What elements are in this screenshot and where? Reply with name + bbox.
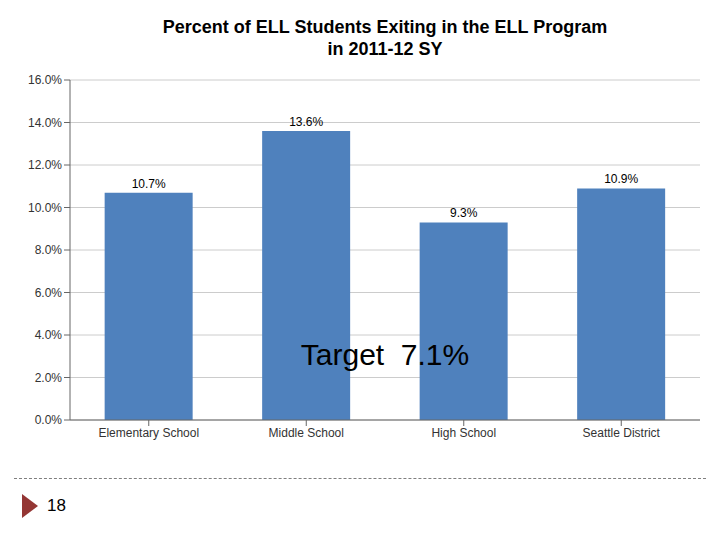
svg-text:8.0%: 8.0%	[35, 243, 63, 257]
svg-text:6.0%: 6.0%	[35, 286, 63, 300]
svg-text:16.0%: 16.0%	[28, 73, 62, 87]
html-text:Target 7.1%: Target 7.1%	[300, 338, 470, 372]
svg-text:2.0%: 2.0%	[35, 371, 63, 385]
svg-text:Elementary School: Elementary School	[98, 426, 199, 440]
svg-text:14.0%: 14.0%	[28, 116, 62, 130]
html-text:Percent of ELL Students Exitin: Percent of ELL Students Exiting in the E…	[162, 17, 608, 37]
svg-text:Seattle District: Seattle District	[583, 426, 661, 440]
html-text:in 2011-12 SY: in 2011-12 SY	[327, 39, 443, 59]
svg-text:9.3%: 9.3%	[450, 206, 478, 220]
svg-text:4.0%: 4.0%	[35, 328, 63, 342]
svg-text:10.7%: 10.7%	[132, 177, 166, 191]
svg-text:10.9%: 10.9%	[604, 172, 638, 186]
html-text:18: 18	[47, 496, 66, 515]
svg-text:0.0%: 0.0%	[35, 413, 63, 427]
svg-text:10.0%: 10.0%	[28, 201, 62, 215]
svg-text:Middle School: Middle School	[269, 426, 344, 440]
svg-text:12.0%: 12.0%	[28, 158, 62, 172]
svg-text:13.6%: 13.6%	[289, 115, 323, 129]
svg-text:High School: High School	[431, 426, 496, 440]
